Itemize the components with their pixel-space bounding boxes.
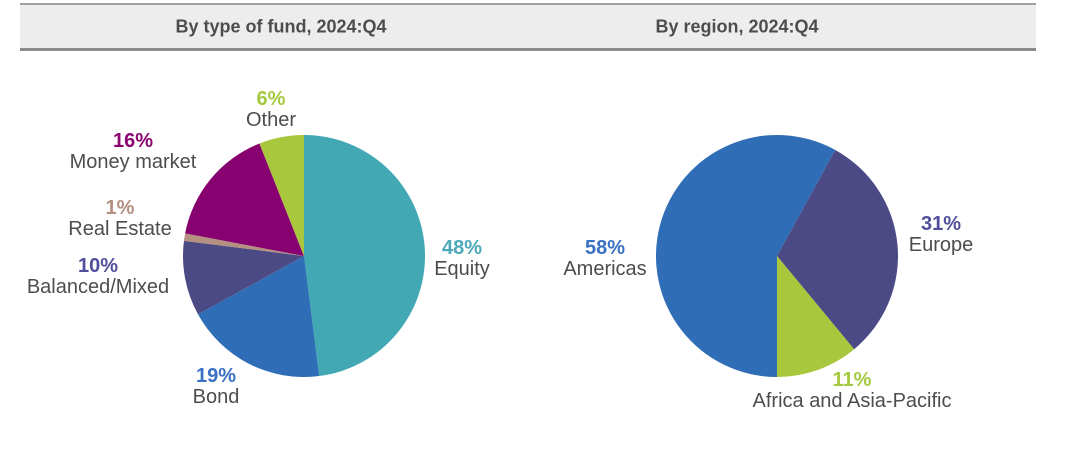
pie-slice-europe bbox=[777, 149, 898, 350]
pie-slice-other bbox=[259, 135, 304, 256]
label-europe-pct: 31% bbox=[920, 213, 962, 235]
label-other: 6% Other bbox=[246, 89, 296, 131]
pie-slice-balanced-mixed bbox=[182, 240, 304, 315]
pie-slice-africa-and-asia-pacific bbox=[777, 256, 855, 377]
header-region-title: By region, 2024:Q4 bbox=[655, 16, 819, 36]
label-real-estate-name: Real Estate bbox=[68, 218, 172, 240]
pie-slice-equity bbox=[304, 135, 426, 377]
pie-slice-real-estate bbox=[183, 233, 304, 256]
pie-chart-region bbox=[655, 134, 898, 377]
pie-chart-fund-type bbox=[182, 135, 426, 378]
label-africa-asia-pacific-name: Africa and Asia-Pacific bbox=[752, 390, 952, 412]
label-money-market-name: Money market bbox=[69, 151, 197, 173]
label-equity-pct: 48% bbox=[441, 237, 483, 259]
label-africa-asia-pacific-pct: 11% bbox=[832, 369, 872, 391]
label-balanced-mixed-name: Balanced/Mixed bbox=[26, 276, 170, 298]
label-americas-pct: 58% bbox=[584, 237, 626, 259]
label-other-pct: 6% bbox=[256, 88, 286, 110]
label-real-estate: 1% Real Estate bbox=[68, 198, 171, 240]
pie-slice-money-market bbox=[185, 143, 304, 256]
pie-slice-americas bbox=[655, 134, 836, 377]
label-money-market-pct: 16% bbox=[112, 130, 154, 152]
label-balanced-mixed: 10% Balanced/Mixed bbox=[27, 256, 169, 298]
header-bar: By type of fund, 2024:Q4 By region, 2024… bbox=[20, 3, 1036, 51]
label-equity-name: Equity bbox=[434, 258, 490, 280]
label-equity: 48% Equity bbox=[434, 238, 490, 280]
label-balanced-mixed-pct: 10% bbox=[77, 255, 119, 277]
label-money-market: 16% Money market bbox=[70, 131, 197, 173]
label-americas-name: Americas bbox=[563, 258, 647, 280]
label-bond: 19% Bond bbox=[193, 366, 240, 408]
header-fund-type-title: By type of fund, 2024:Q4 bbox=[175, 16, 387, 36]
label-europe-name: Europe bbox=[908, 234, 974, 256]
label-bond-name: Bond bbox=[192, 386, 240, 408]
label-bond-pct: 19% bbox=[195, 365, 237, 387]
label-africa-asia-pacific: 11% Africa and Asia-Pacific bbox=[753, 370, 952, 412]
label-other-name: Other bbox=[245, 109, 297, 131]
label-real-estate-pct: 1% bbox=[105, 197, 135, 219]
label-europe: 31% Europe bbox=[909, 214, 974, 256]
label-americas: 58% Americas bbox=[563, 238, 646, 280]
pie-slice-bond bbox=[197, 256, 320, 378]
